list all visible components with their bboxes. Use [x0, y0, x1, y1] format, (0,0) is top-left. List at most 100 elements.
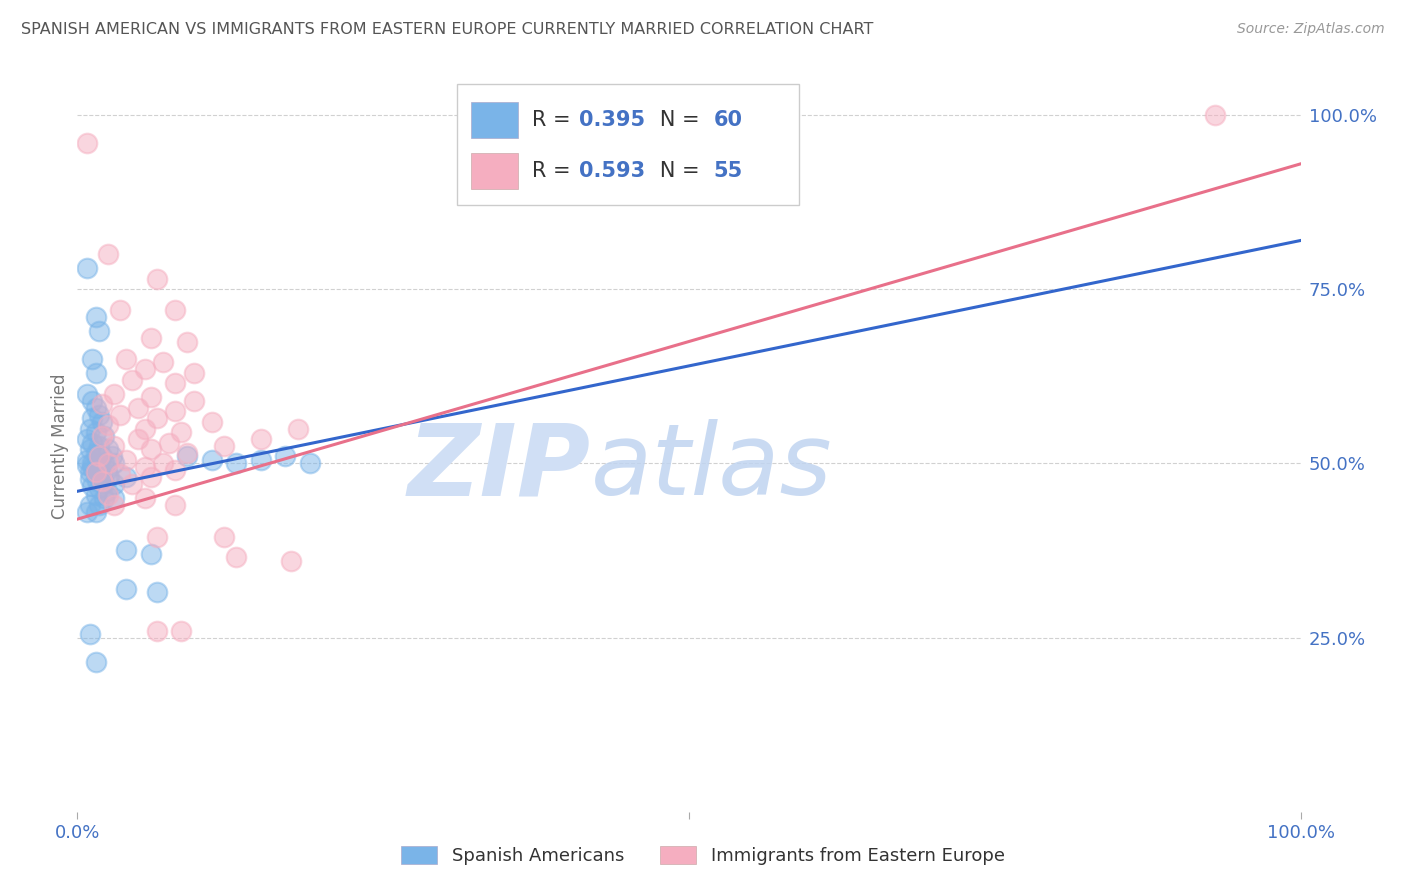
- Point: [84, 310, 107, 325]
- Point: [274, 450, 297, 464]
- Point: [201, 453, 224, 467]
- Point: [152, 457, 174, 471]
- Point: [165, 303, 187, 318]
- Point: [225, 550, 247, 565]
- Point: [76, 453, 98, 467]
- Point: [152, 355, 174, 369]
- Point: [89, 462, 111, 476]
- Point: [84, 488, 107, 502]
- Point: [98, 470, 121, 484]
- Point: [97, 418, 120, 433]
- Point: [84, 505, 107, 519]
- Text: Source: ZipAtlas.com: Source: ZipAtlas.com: [1237, 22, 1385, 37]
- Point: [96, 484, 118, 499]
- Point: [97, 247, 120, 261]
- Point: [79, 421, 101, 435]
- Point: [121, 373, 143, 387]
- Point: [93, 457, 115, 471]
- Text: 0.395: 0.395: [579, 110, 645, 130]
- Point: [146, 411, 169, 425]
- Point: [79, 627, 101, 641]
- Point: [90, 450, 112, 464]
- Text: ZIP: ZIP: [408, 419, 591, 516]
- Point: [183, 393, 205, 408]
- Point: [96, 463, 118, 477]
- Point: [165, 404, 187, 418]
- Point: [80, 435, 103, 450]
- Point: [89, 498, 111, 512]
- Point: [139, 470, 162, 484]
- Point: [134, 491, 156, 506]
- Point: [212, 439, 235, 453]
- Point: [97, 442, 120, 457]
- Point: [115, 470, 138, 484]
- Point: [86, 457, 108, 471]
- Point: [76, 432, 98, 446]
- Point: [108, 467, 131, 481]
- Point: [84, 425, 107, 439]
- Point: [170, 624, 193, 638]
- Point: [146, 624, 169, 638]
- Point: [287, 421, 309, 435]
- Point: [115, 543, 138, 558]
- Point: [139, 442, 162, 457]
- Legend: Spanish Americans, Immigrants from Eastern Europe: Spanish Americans, Immigrants from Easte…: [392, 837, 1014, 874]
- Point: [84, 401, 107, 415]
- Point: [93, 475, 115, 490]
- Point: [79, 472, 101, 486]
- Point: [76, 505, 98, 519]
- Point: [86, 474, 108, 488]
- Point: [79, 442, 101, 457]
- Point: [139, 547, 162, 561]
- Point: [201, 415, 224, 429]
- Point: [80, 457, 103, 471]
- Point: [79, 498, 101, 512]
- Point: [146, 530, 169, 544]
- Point: [115, 351, 138, 366]
- Point: [176, 446, 198, 460]
- Point: [103, 477, 125, 491]
- Point: [80, 479, 103, 493]
- Point: [115, 453, 138, 467]
- Point: [280, 554, 302, 568]
- Point: [212, 530, 235, 544]
- Point: [89, 481, 111, 495]
- Point: [139, 390, 162, 404]
- Point: [93, 428, 115, 442]
- Point: [84, 446, 107, 460]
- Point: [108, 408, 131, 422]
- Point: [76, 386, 98, 401]
- Text: R =: R =: [533, 161, 578, 181]
- Text: N =: N =: [640, 110, 706, 130]
- Point: [97, 457, 120, 471]
- Point: [89, 324, 111, 338]
- Point: [90, 428, 112, 442]
- Point: [146, 272, 169, 286]
- Text: 0.593: 0.593: [579, 161, 645, 181]
- Point: [170, 425, 193, 439]
- Point: [103, 491, 125, 506]
- Text: 55: 55: [713, 161, 742, 181]
- Point: [97, 488, 120, 502]
- Point: [76, 261, 98, 276]
- Point: [76, 458, 98, 472]
- Point: [139, 331, 162, 345]
- Point: [89, 439, 111, 453]
- Point: [80, 411, 103, 425]
- Text: N =: N =: [640, 161, 706, 181]
- Point: [93, 491, 115, 506]
- Point: [84, 467, 107, 481]
- Point: [79, 465, 101, 479]
- Point: [84, 655, 107, 669]
- Y-axis label: Currently Married: Currently Married: [51, 373, 69, 519]
- Point: [165, 498, 187, 512]
- Point: [146, 585, 169, 599]
- Point: [103, 457, 125, 471]
- Point: [89, 450, 111, 464]
- Point: [127, 432, 149, 446]
- Point: [298, 457, 321, 471]
- Bar: [471, 102, 517, 138]
- Point: [90, 469, 112, 483]
- Point: [176, 334, 198, 349]
- Point: [80, 351, 103, 366]
